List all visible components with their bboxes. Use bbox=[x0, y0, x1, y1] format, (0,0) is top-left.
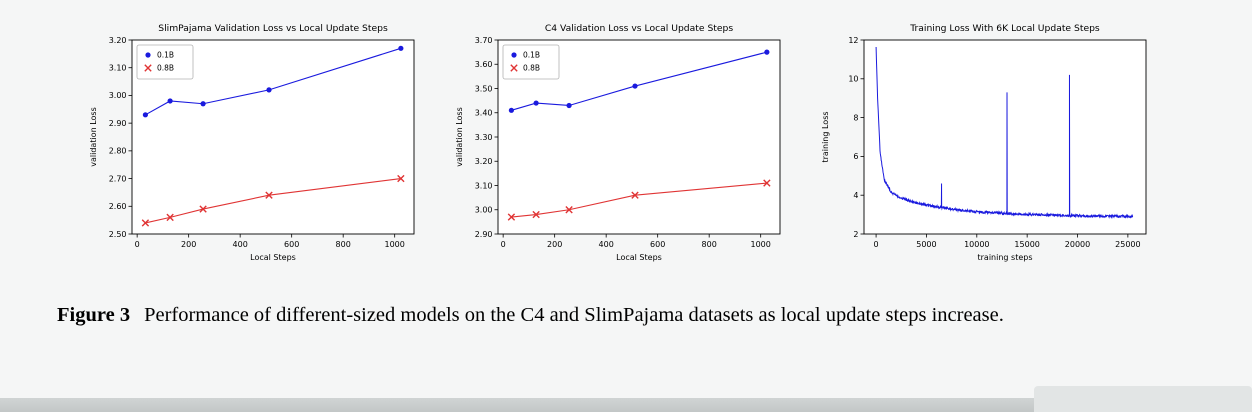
y-tick-label: 4 bbox=[853, 191, 858, 200]
x-tick-label: 800 bbox=[336, 240, 351, 249]
page-bottom-edge bbox=[0, 398, 1252, 412]
chart-slimpajama-validation-loss: 0 200 400 600 800 1000 2.50 2.60 2.70 2.80 2.90 3.0… bbox=[89, 23, 415, 262]
y-tick-label: 3.10 bbox=[109, 64, 127, 73]
y-tick-label: 3.30 bbox=[475, 133, 493, 142]
marker-dot bbox=[764, 49, 770, 55]
x-tick-label: 0 bbox=[501, 240, 506, 249]
x-tick-label: 600 bbox=[284, 240, 299, 249]
x-tick-label: 5000 bbox=[916, 240, 936, 249]
marker-x bbox=[397, 174, 405, 183]
chart-title: C4 Validation Loss vs Local Update Steps bbox=[545, 23, 734, 34]
marker-x bbox=[532, 210, 540, 219]
x-tick-label: 25000 bbox=[1115, 240, 1140, 249]
axes-frame bbox=[863, 39, 1147, 235]
marker-x bbox=[141, 219, 150, 227]
y-tick-label: 2 bbox=[853, 230, 858, 239]
x-tick-label: 800 bbox=[702, 240, 717, 249]
legend-marker-x bbox=[144, 64, 152, 72]
y-axis-label: validation Loss bbox=[455, 107, 464, 166]
y-tick-label: 3.50 bbox=[475, 84, 493, 93]
marker-x bbox=[166, 213, 174, 222]
figure-caption-text: Performance of different-sized models on… bbox=[144, 304, 1004, 326]
marker-dot bbox=[200, 101, 206, 107]
x-tick-label: 0 bbox=[135, 240, 140, 249]
charts-row: 0 200 400 600 800 1000 2.50 2.60 2.70 2.80 2.90 3.0… bbox=[84, 16, 1156, 268]
y-tick-label: 2.90 bbox=[109, 119, 127, 128]
figure-caption: Figure 3 Performance of different-sized m… bbox=[57, 302, 1132, 328]
x-tick-label: 0 bbox=[874, 240, 879, 249]
x-axis-label: training steps bbox=[977, 253, 1032, 262]
y-tick-label: 3.10 bbox=[475, 181, 493, 190]
y-tick-label: 6 bbox=[853, 152, 858, 161]
y-tick-label: 10 bbox=[848, 75, 858, 84]
y-tick-label: 8 bbox=[853, 113, 858, 122]
legend-label: 0.8B bbox=[523, 64, 540, 73]
marker-dot bbox=[533, 100, 539, 106]
y-tick-label: 3.20 bbox=[109, 36, 127, 45]
y-tick-label: 3.60 bbox=[475, 60, 493, 69]
x-tick-label: 400 bbox=[599, 240, 614, 249]
x-tick-label: 200 bbox=[547, 240, 562, 249]
x-axis-label: Local Steps bbox=[250, 253, 296, 262]
marker-dot bbox=[266, 87, 272, 93]
marker-x bbox=[199, 205, 207, 213]
chart-title: Training Loss With 6K Local Update Steps bbox=[909, 23, 1100, 34]
x-tick-label: 20000 bbox=[1065, 240, 1090, 249]
series-line-training-loss bbox=[875, 47, 1134, 219]
x-tick-label: 600 bbox=[650, 240, 665, 249]
x-tick-label: 400 bbox=[233, 240, 248, 249]
y-tick-label: 2.70 bbox=[109, 174, 127, 183]
x-axis-label: Local Steps bbox=[616, 253, 662, 262]
marker-dot bbox=[142, 112, 148, 118]
y-tick-label: 3.20 bbox=[475, 157, 493, 166]
legend-marker-x bbox=[510, 64, 518, 72]
x-tick-label: 10000 bbox=[964, 240, 989, 249]
y-tick-label: 3.00 bbox=[109, 91, 127, 100]
marker-x bbox=[507, 213, 516, 221]
marker-dot bbox=[508, 107, 514, 113]
y-tick-label: 2.60 bbox=[109, 202, 127, 211]
marker-dot bbox=[632, 83, 638, 89]
y-tick-label: 3.40 bbox=[475, 109, 493, 118]
x-tick-label: 200 bbox=[181, 240, 196, 249]
y-axis-label: validation Loss bbox=[89, 107, 98, 166]
axes-frame bbox=[497, 39, 781, 235]
y-tick-label: 2.80 bbox=[109, 147, 127, 156]
chart-training-loss: 0 5000 10000 15000 20000 25000 2 4 6 8 10 12 Trainin… bbox=[821, 23, 1147, 262]
marker-x bbox=[631, 191, 639, 199]
marker-x bbox=[265, 191, 273, 199]
legend-label: 0.1B bbox=[157, 51, 174, 60]
legend-marker-dot bbox=[511, 52, 517, 58]
x-tick-label: 15000 bbox=[1014, 240, 1039, 249]
y-tick-label: 2.90 bbox=[475, 230, 493, 239]
y-tick-label: 12 bbox=[848, 36, 858, 45]
marker-x bbox=[763, 179, 771, 187]
x-tick-label: 1000 bbox=[751, 240, 771, 249]
figure-caption-label: Figure 3 bbox=[57, 304, 131, 326]
legend-label: 0.1B bbox=[523, 51, 540, 60]
page-bottom-edge-right bbox=[1034, 386, 1252, 412]
chart-title: SlimPajama Validation Loss vs Local Upda… bbox=[158, 23, 388, 34]
legend-label: 0.8B bbox=[157, 64, 174, 73]
marker-dot bbox=[167, 98, 173, 104]
y-tick-label: 2.50 bbox=[109, 230, 127, 239]
y-tick-label: 3.00 bbox=[475, 206, 493, 215]
y-tick-label: 3.70 bbox=[475, 36, 493, 45]
marker-dot bbox=[566, 102, 572, 109]
x-tick-label: 1000 bbox=[385, 240, 405, 249]
legend-marker-dot bbox=[145, 52, 151, 58]
chart-c4-validation-loss: 0 200 400 600 800 1000 2.90 3.00 3.10 3.20 3.30 3.4… bbox=[455, 23, 781, 262]
axes-frame bbox=[131, 39, 415, 235]
marker-x bbox=[565, 206, 573, 214]
y-axis-label: training Loss bbox=[821, 111, 830, 162]
marker-dot bbox=[398, 45, 404, 51]
plot-area bbox=[864, 40, 1146, 234]
